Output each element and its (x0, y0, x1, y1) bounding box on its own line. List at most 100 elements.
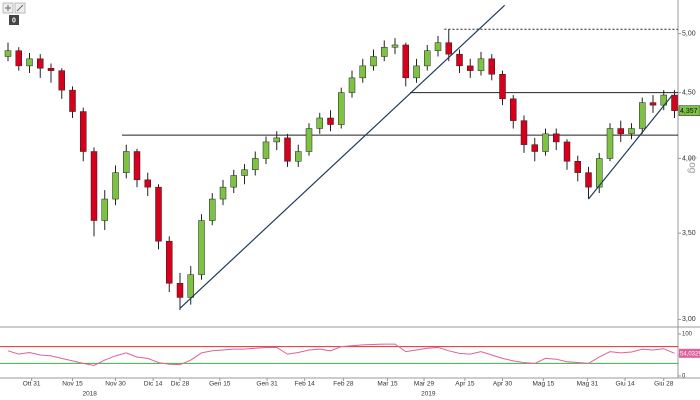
candle-body (327, 117, 334, 125)
tool-icon (16, 4, 24, 12)
x-tick-label: Giu 14 (615, 381, 635, 388)
candle-body (488, 58, 495, 75)
trend-line (179, 4, 506, 309)
candle-body (563, 141, 571, 162)
candle-body (596, 158, 603, 188)
candle-body (176, 283, 184, 298)
value-label: 54,0329 (680, 351, 700, 357)
candle-body (628, 128, 635, 135)
y-tick-label: 3,50 (682, 230, 696, 237)
candle-body (370, 56, 377, 67)
x-tick-label: Feb 14 (295, 381, 316, 388)
candle-body (4, 50, 12, 57)
candle-body (15, 50, 22, 67)
candle-body (241, 169, 248, 176)
candle-body (574, 161, 581, 173)
candle-body (166, 240, 173, 284)
candle-body (295, 151, 302, 162)
candle-body (338, 92, 345, 125)
candle-body (209, 198, 216, 221)
x-tick-label: Gen 31 (256, 381, 278, 388)
x-tick-label: Dic 28 (171, 381, 190, 388)
candle-body (381, 46, 388, 57)
candle-body (402, 44, 409, 79)
candle-body (553, 133, 560, 143)
candle-body (284, 137, 291, 162)
candle-body (198, 220, 205, 275)
x-tick-label: Feb 28 (333, 381, 354, 388)
candle-body (617, 128, 624, 135)
candle-body (413, 65, 420, 79)
candle-body (391, 44, 399, 48)
candle-body (80, 111, 87, 152)
x-tick-label: Mar 29 (414, 381, 435, 388)
y-tick-label: 4,50 (682, 89, 696, 96)
x-tick-label: Giu 28 (654, 381, 674, 388)
candle-body (112, 172, 119, 200)
toolbar: 0 (2, 2, 26, 25)
candle-body (47, 68, 55, 71)
candle-body (542, 133, 549, 152)
tool-icon (5, 5, 11, 11)
candle-body (434, 42, 442, 51)
candle-body (467, 65, 474, 71)
x-tick-label: Mar 15 (377, 381, 398, 388)
candle-body (155, 186, 162, 242)
candle-body (123, 151, 130, 173)
candle-body (510, 98, 517, 121)
x-tick-label: Apr 15 (455, 381, 475, 388)
candle-body (499, 73, 506, 100)
y-tick-label: 100 (682, 332, 693, 338)
year-label: 2019 (421, 391, 436, 398)
candle-body (456, 53, 463, 67)
x-tick-label: Nov 15 (62, 381, 83, 388)
candle-body (671, 94, 678, 111)
candle-body (230, 175, 237, 188)
y-tick-label: 5,00 (682, 30, 696, 37)
x-tick-label: Apr 30 (493, 381, 513, 388)
x-tick-label: Nov 30 (105, 381, 126, 388)
x-tick-label: Ott 31 (23, 381, 41, 388)
candle-body (585, 172, 592, 188)
candle-body (144, 179, 151, 188)
candle-body (424, 50, 431, 67)
candle-body (639, 102, 646, 129)
price-box (678, 105, 700, 116)
x-tick-label: Dic 14 (144, 381, 163, 388)
badge[interactable] (9, 15, 19, 25)
candle-body (273, 137, 280, 143)
y-tick-label: 0 (682, 374, 686, 380)
y-tick-label: 4,00 (682, 155, 696, 162)
candle-body (133, 151, 141, 181)
trend-line (588, 94, 673, 200)
candle-body (649, 102, 657, 106)
candle-body (305, 128, 313, 152)
candle-body (58, 70, 65, 91)
candle-body (531, 144, 538, 152)
y-axis-label: Log (686, 157, 697, 174)
candle-body (348, 77, 356, 93)
candle-body (520, 120, 528, 145)
value-box (679, 348, 700, 358)
candle-body (445, 42, 452, 55)
candle-body (219, 186, 227, 200)
x-tick-label: Mag 15 (533, 381, 555, 388)
candle-body (252, 158, 259, 171)
candle-body (262, 141, 270, 159)
candle-body (101, 198, 108, 221)
candle-body (37, 58, 44, 69)
year-label: 2018 (82, 391, 97, 398)
candle-body (26, 58, 33, 67)
candle-body (90, 151, 98, 221)
candle-body (187, 274, 194, 298)
x-tick-label: Gen 15 (209, 381, 231, 388)
candle-body (359, 65, 366, 79)
badge-text: 0 (12, 17, 16, 24)
y-tick-label: 3,00 (682, 316, 696, 323)
candle-body (477, 58, 485, 71)
candle-body (316, 117, 323, 129)
x-tick-label: Mag 31 (577, 381, 599, 388)
candle-body (69, 89, 76, 112)
